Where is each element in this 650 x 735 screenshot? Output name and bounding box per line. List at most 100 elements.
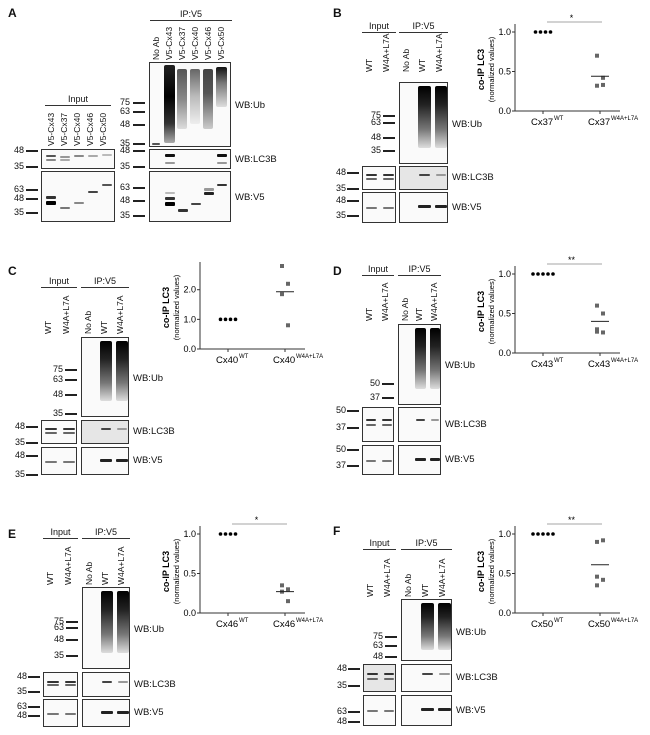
mw-tick <box>133 143 145 145</box>
svg-text:Cx40: Cx40 <box>273 355 295 366</box>
lane-label: W4A+L7A <box>61 295 71 334</box>
svg-text:WT: WT <box>554 116 564 122</box>
mw-marker: 48 <box>13 145 24 155</box>
blot-input-lc3b <box>43 672 78 697</box>
svg-text:Cx43: Cx43 <box>588 359 610 370</box>
input-header: Input <box>362 264 394 276</box>
blot-ip-lc3b <box>399 166 448 190</box>
blot-ip-lc3b <box>401 664 452 692</box>
mw-marker: 63 <box>53 622 64 632</box>
mw-marker: 35 <box>119 161 130 171</box>
svg-text:0.0: 0.0 <box>498 348 511 358</box>
svg-text:WT: WT <box>554 358 564 364</box>
mw-tick <box>65 413 77 415</box>
svg-text:0.5: 0.5 <box>498 309 511 319</box>
blot-ip-ub <box>82 587 130 669</box>
mw-tick <box>383 122 395 124</box>
ip-header: IP:V5 <box>399 21 448 33</box>
svg-text:Cx37: Cx37 <box>531 117 553 128</box>
input-header: Input <box>41 276 77 288</box>
wb-label: WB:LC3B <box>452 172 494 183</box>
svg-text:(normalized values): (normalized values) <box>487 538 496 604</box>
svg-text:W4A+L7A: W4A+L7A <box>611 358 638 364</box>
lane-label: V5-Cx46 <box>203 26 213 60</box>
lane-label: W4A+L7A <box>437 558 447 597</box>
panel-letter-f: F <box>333 524 341 538</box>
svg-text:WT: WT <box>554 618 564 624</box>
mw-tick <box>133 124 145 126</box>
svg-text:1.0: 1.0 <box>498 269 511 279</box>
mw-tick <box>28 676 40 678</box>
lane-label: V5-Cx37 <box>59 112 69 146</box>
blot-ip-lc3b <box>149 149 231 169</box>
wb-label: WB:LC3B <box>235 154 277 165</box>
lane-label: WT <box>100 571 110 585</box>
svg-text:Cx50: Cx50 <box>588 619 610 630</box>
mw-tick <box>28 715 40 717</box>
blot-ip-v5 <box>398 445 441 475</box>
mw-tick <box>133 215 145 217</box>
mw-marker: 48 <box>119 195 130 205</box>
mw-marker: 50 <box>369 378 380 388</box>
mw-tick <box>65 369 77 371</box>
lane-label: W4A+L7A <box>116 546 126 585</box>
mw-marker: 35 <box>13 161 24 171</box>
mw-tick <box>133 200 145 202</box>
mw-tick <box>28 691 40 693</box>
mw-tick <box>383 150 395 152</box>
mw-tick <box>133 111 145 113</box>
blot-ip-lc3b <box>82 672 130 697</box>
mw-marker: 48 <box>14 450 25 460</box>
mw-tick <box>382 397 394 399</box>
wb-label: WB:LC3B <box>134 678 176 690</box>
blot-ip-v5 <box>149 171 231 222</box>
svg-text:Cx46: Cx46 <box>216 619 238 630</box>
wb-label: WB:V5 <box>445 454 475 465</box>
svg-text:1.0: 1.0 <box>183 529 196 539</box>
mw-marker: 63 <box>119 106 130 116</box>
scatter-plot-e: 0.0 0.5 1.0 Cx46 WT Cx46 W4A+L7A * co-IP LC3 (nor… <box>155 515 323 630</box>
mw-marker: 48 <box>53 634 64 644</box>
lane-label: No Ab <box>401 48 411 72</box>
mw-tick <box>347 215 359 217</box>
lane-label: WT <box>99 320 109 334</box>
lane-label: No Ab <box>151 36 161 60</box>
mw-marker: 75 <box>370 110 381 120</box>
mw-marker: 63 <box>119 182 130 192</box>
lane-label: V5-Cx50 <box>216 26 226 60</box>
input-header: Input <box>45 94 111 106</box>
wb-label: WB:Ub <box>452 118 483 130</box>
blot-ip-lc3b <box>398 407 441 442</box>
lane-label: WT <box>420 583 430 597</box>
svg-text:0.5: 0.5 <box>498 569 511 579</box>
svg-text:**: ** <box>568 515 576 525</box>
lane-label: W4A+L7A <box>433 33 444 72</box>
mw-marker: 35 <box>14 437 25 447</box>
mw-marker: 48 <box>13 193 24 203</box>
svg-text:Cx37: Cx37 <box>588 117 610 128</box>
mw-marker: 75 <box>52 364 63 374</box>
mw-tick <box>26 189 38 191</box>
svg-text:Cx40: Cx40 <box>216 355 238 366</box>
mw-tick <box>133 102 145 104</box>
blot-input-lc3b <box>363 664 396 692</box>
svg-text:0.0: 0.0 <box>183 608 196 618</box>
scatter-plot-c: 0.0 1.0 2.0 Cx40 WT Cx40 W4A+L7A co-IP LC3 (norm… <box>155 254 323 366</box>
blot-ip-ub <box>399 82 448 164</box>
lane-label: W4A+L7A <box>381 558 392 597</box>
mw-marker: 35 <box>14 469 25 479</box>
scatter-plot-b: 0.0 0.5 1.0 Cx37 WT Cx37 W4A+L7A * co-IP LC3 (nor… <box>470 13 638 128</box>
blot-ip-ub <box>81 337 129 417</box>
mw-marker: 35 <box>16 686 27 696</box>
mw-marker: 37 <box>369 392 380 402</box>
svg-text:**: ** <box>568 255 576 265</box>
lane-label: WT <box>364 58 374 72</box>
blot-ip-ub <box>401 599 452 661</box>
blot-ip-v5 <box>401 695 452 726</box>
mw-tick <box>385 636 397 638</box>
lane-label: W4A+L7A <box>380 282 390 321</box>
svg-text:0.5: 0.5 <box>498 67 511 77</box>
mw-marker: 48 <box>16 710 27 720</box>
mw-marker: 50 <box>335 405 346 415</box>
wb-label: WB:Ub <box>133 373 164 384</box>
